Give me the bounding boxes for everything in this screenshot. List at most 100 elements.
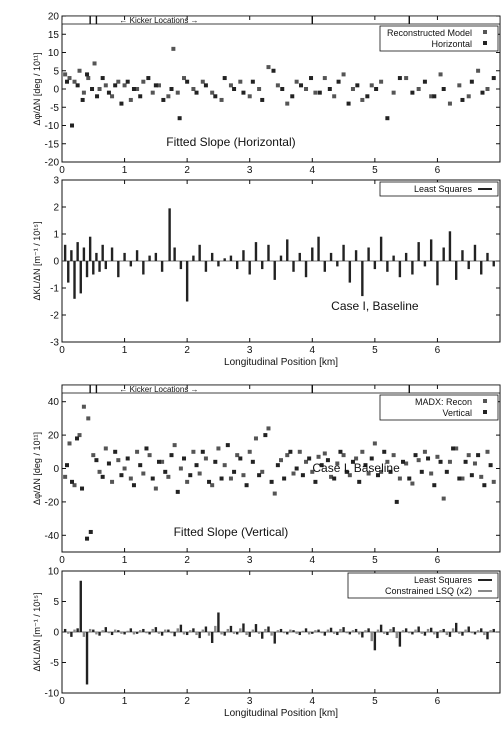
- bar: [160, 261, 164, 272]
- bar: [135, 632, 139, 634]
- bar: [464, 629, 467, 632]
- y-tick-label: 20: [48, 431, 60, 442]
- y-tick-label: 40: [48, 397, 60, 408]
- data-point: [247, 449, 252, 454]
- data-point: [225, 443, 230, 448]
- bar: [129, 261, 133, 267]
- data-point: [429, 94, 434, 99]
- x-tick-label: 0: [59, 696, 65, 707]
- data-point: [299, 83, 304, 88]
- data-point: [185, 479, 190, 484]
- data-point: [260, 97, 265, 102]
- y-tick-label: 0: [53, 628, 59, 639]
- data-point: [100, 76, 105, 81]
- bar: [251, 629, 255, 632]
- data-point: [313, 90, 318, 95]
- bar: [455, 261, 458, 280]
- bar: [470, 632, 474, 634]
- data-point: [307, 456, 312, 461]
- bar: [442, 628, 445, 632]
- bar: [323, 632, 326, 636]
- x-tick-label: 1: [122, 345, 128, 356]
- data-point: [336, 79, 341, 84]
- x-tick-label: 1: [122, 696, 128, 707]
- data-point: [457, 476, 462, 481]
- data-point: [188, 473, 193, 478]
- data-point: [90, 87, 95, 91]
- data-point: [288, 449, 293, 454]
- data-point: [213, 459, 218, 464]
- bar: [486, 632, 489, 640]
- data-point: [250, 459, 255, 464]
- data-point: [122, 466, 127, 471]
- data-point: [275, 463, 280, 468]
- bar: [445, 632, 449, 636]
- bar: [383, 632, 386, 634]
- legend-swatch: [483, 399, 487, 403]
- data-point: [341, 72, 346, 77]
- data-point: [285, 101, 290, 106]
- data-point: [97, 469, 102, 474]
- data-point: [200, 79, 205, 84]
- bar: [226, 628, 230, 632]
- bar: [261, 261, 264, 270]
- bar: [267, 626, 270, 632]
- bar: [101, 244, 104, 261]
- data-point: [97, 87, 102, 91]
- x-tick-label: 2: [184, 696, 190, 707]
- data-point: [327, 87, 332, 91]
- data-point: [332, 94, 337, 99]
- bar: [63, 628, 67, 632]
- data-point: [235, 453, 240, 458]
- x-tick-label: 5: [372, 555, 378, 566]
- series-2: [65, 46, 496, 128]
- data-point: [263, 433, 268, 438]
- bar: [123, 632, 126, 635]
- series-1: [63, 208, 495, 302]
- bar: [342, 244, 345, 261]
- bar: [76, 628, 79, 632]
- bar: [317, 236, 320, 261]
- data-point: [131, 87, 136, 91]
- data-point: [438, 72, 443, 77]
- bar: [323, 261, 326, 272]
- data-point: [347, 473, 352, 478]
- bar: [492, 261, 495, 267]
- data-point: [316, 454, 321, 459]
- bar: [236, 632, 239, 635]
- data-point: [397, 76, 402, 81]
- bar: [336, 261, 339, 267]
- bar: [217, 261, 220, 267]
- bar: [336, 632, 339, 636]
- data-point: [313, 479, 318, 484]
- data-point: [86, 76, 91, 81]
- data-point: [182, 456, 187, 461]
- bar: [110, 247, 114, 261]
- data-point: [476, 68, 481, 73]
- bar: [295, 632, 298, 634]
- data-point: [166, 94, 171, 99]
- data-point: [290, 94, 295, 99]
- bar: [342, 627, 345, 632]
- data-point: [319, 463, 324, 468]
- data-point: [203, 456, 208, 461]
- legend-entry: Least Squares: [414, 575, 473, 585]
- bar: [486, 252, 489, 261]
- bar: [201, 629, 204, 632]
- data-point: [219, 476, 224, 481]
- data-point: [216, 446, 221, 451]
- data-point: [241, 90, 246, 95]
- bar: [185, 261, 189, 302]
- bar: [189, 630, 192, 632]
- data-point: [67, 76, 72, 81]
- data-point: [131, 483, 136, 488]
- x-tick-label: 1: [122, 555, 128, 566]
- y-tick-label: -5: [50, 103, 59, 114]
- data-point: [463, 459, 468, 464]
- bar: [436, 261, 439, 286]
- data-point: [156, 459, 161, 464]
- data-point: [194, 463, 199, 468]
- data-point: [350, 87, 355, 91]
- bar: [248, 632, 251, 637]
